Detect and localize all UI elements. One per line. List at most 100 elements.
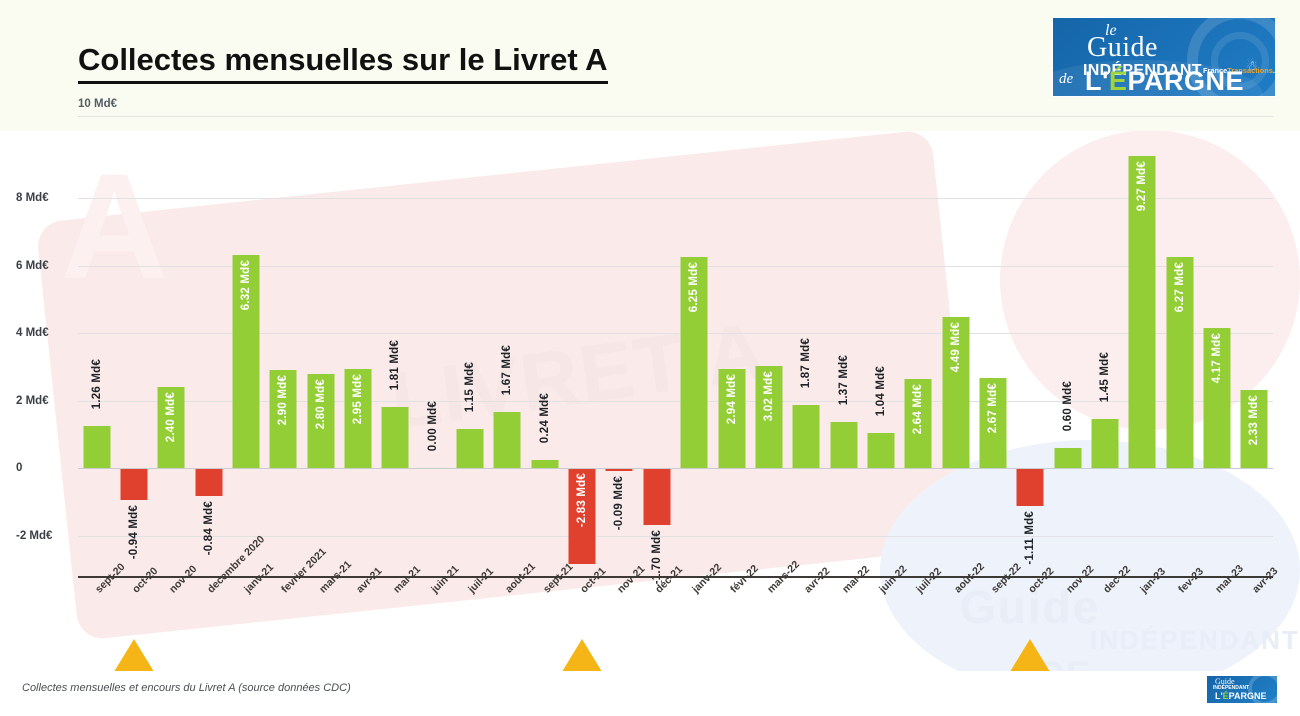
- plot-region: 8 Md€ 6 Md€ 4 Md€ 2 Md€ 0 -2 Md€ 1.26 Md€ -0.9…: [16, 131, 1273, 585]
- logo-text-independant: INDÉPENDANT: [1083, 62, 1202, 79]
- bar-slot[interactable]: 0.00 Md€: [414, 131, 451, 576]
- bar[interactable]: [830, 421, 858, 469]
- bar-value-label: 1.81 Md€: [389, 340, 402, 391]
- bar-slot[interactable]: -1.70 Md€: [638, 131, 675, 585]
- bar-slot[interactable]: 1.87 Md€: [788, 131, 825, 576]
- chart-area: 8 Md€ 6 Md€ 4 Md€ 2 Md€ 0 -2 Md€ 1.26 Md€ -0.9…: [0, 131, 1300, 675]
- bar[interactable]: [120, 468, 148, 500]
- bar-value-label: 6.27 Md€: [1173, 261, 1186, 312]
- bar-slot[interactable]: 6.25 Md€: [676, 131, 713, 576]
- rate-change-marker-icon: [1008, 639, 1053, 675]
- bar-value-label: 1.45 Md€: [1098, 352, 1111, 403]
- bar-slot[interactable]: -0.09 Md€: [601, 131, 638, 576]
- bar-value-label: 6.25 Md€: [688, 262, 701, 313]
- bar-slot[interactable]: 6.27 Md€: [1161, 131, 1198, 576]
- bar[interactable]: [83, 425, 111, 469]
- bar-slot[interactable]: 4.49 Md€: [937, 131, 974, 576]
- epargne-l: L': [1085, 66, 1109, 96]
- bar-slot[interactable]: 2.80 Md€: [302, 131, 339, 576]
- logo-ring-inner-icon: [1211, 32, 1269, 90]
- bar-slot[interactable]: 9.27 Md€: [1124, 131, 1161, 576]
- footer: Collectes mensuelles et encours du Livre…: [0, 671, 1300, 716]
- person-icon: ☃: [1246, 58, 1258, 73]
- bar-value-label: -0.09 Md€: [613, 476, 626, 531]
- y-axis-tick-label: 4 Md€: [16, 327, 49, 340]
- logo-text-le: le: [1105, 22, 1117, 39]
- ft-dotcom: .com: [1272, 66, 1275, 75]
- bar-series: 1.26 Md€ -0.94 Md€ 2.40 Md€ -0.84 Md€ 6.32 M…: [78, 131, 1273, 585]
- bar-value-label: -0.84 Md€: [202, 501, 215, 556]
- footer-logo-epargne: L'ÉPARGNE: [1215, 691, 1267, 701]
- bar-slot[interactable]: 6.32 Md€: [227, 131, 264, 576]
- ft-transactions: Transactions: [1227, 66, 1273, 75]
- bar-slot[interactable]: 2.40 Md€: [153, 131, 190, 576]
- bar-slot[interactable]: 1.81 Md€: [377, 131, 414, 576]
- brand-logo[interactable]: le Guide INDÉPENDANT FranceTransactions.…: [1052, 17, 1276, 97]
- page-title: Collectes mensuelles sur le Livret A: [78, 43, 608, 84]
- bar-value-label: 2.95 Md€: [352, 373, 365, 424]
- bar[interactable]: [493, 411, 521, 469]
- header-band: Collectes mensuelles sur le Livret A 10 …: [0, 0, 1300, 131]
- bar-slot[interactable]: 2.94 Md€: [713, 131, 750, 576]
- bar-value-label: 2.80 Md€: [314, 378, 327, 429]
- epargne-e: É: [1108, 66, 1128, 96]
- bar-slot[interactable]: -0.84 Md€: [190, 131, 227, 576]
- bar-value-label: 4.49 Md€: [949, 321, 962, 372]
- bar-value-label: 2.64 Md€: [912, 384, 925, 435]
- bar[interactable]: [1091, 419, 1119, 469]
- y-axis-tick-label: 8 Md€: [16, 192, 49, 205]
- y-axis-tick-label: 6 Md€: [16, 259, 49, 272]
- bar-slot[interactable]: 2.64 Md€: [900, 131, 937, 576]
- bar[interactable]: [867, 433, 895, 469]
- bar-value-label: 0.00 Md€: [426, 401, 439, 452]
- footer-epargne-rest: PARGNE: [1228, 691, 1267, 701]
- ft-france: France: [1203, 66, 1228, 75]
- bar-slot[interactable]: 1.15 Md€: [451, 131, 488, 576]
- bar-value-label: 1.37 Md€: [837, 354, 850, 406]
- bar-slot[interactable]: 0.24 Md€: [526, 131, 563, 576]
- bar-slot[interactable]: 3.02 Md€: [750, 131, 787, 576]
- bar-slot[interactable]: 0.60 Md€: [1049, 131, 1086, 576]
- epargne-rest: PARGNE: [1127, 66, 1244, 96]
- footer-epargne-l: L': [1215, 691, 1223, 701]
- footer-brand-logo[interactable]: Guide INDÉPENDANT L'ÉPARGNE: [1206, 675, 1278, 704]
- bar-value-label: 2.94 Md€: [725, 374, 738, 425]
- bar-slot[interactable]: 2.95 Md€: [339, 131, 376, 576]
- bar-slot[interactable]: 2.67 Md€: [974, 131, 1011, 576]
- bar-value-label: 2.40 Md€: [165, 392, 178, 443]
- bar[interactable]: [1016, 468, 1044, 506]
- bar[interactable]: [531, 460, 559, 469]
- x-axis-labels: sept-20 oct-20 nov-20 decembre 2020 janv-21 f…: [78, 533, 1281, 639]
- bar-value-label: 2.67 Md€: [986, 383, 999, 434]
- bar-slot[interactable]: 1.26 Md€: [78, 131, 115, 576]
- bar-slot[interactable]: 1.67 Md€: [489, 131, 526, 576]
- bar-slot[interactable]: -1.11 Md€: [1012, 131, 1049, 576]
- bar-value-label: 1.87 Md€: [800, 338, 813, 389]
- bar-slot[interactable]: -0.94 Md€: [115, 131, 152, 576]
- bar-value-label: 0.24 Md€: [538, 393, 551, 444]
- logo-text-francetransactions: FranceTransactions.com: [1203, 66, 1275, 75]
- bar-slot[interactable]: 2.90 Md€: [265, 131, 302, 576]
- bar-slot[interactable]: -2.83 Md€: [563, 131, 600, 576]
- bar-slot[interactable]: 1.04 Md€: [862, 131, 899, 576]
- bar-slot[interactable]: 2.33 Md€: [1236, 131, 1273, 576]
- bar[interactable]: [792, 405, 820, 469]
- y-axis-top-label: 10 Md€: [78, 98, 117, 110]
- logo-ring-icon: [1187, 18, 1275, 96]
- bar[interactable]: [643, 468, 671, 526]
- bar-value-label: 2.90 Md€: [277, 375, 290, 426]
- bar-slot[interactable]: 1.37 Md€: [825, 131, 862, 576]
- bar-value-label: 4.17 Md€: [1210, 332, 1223, 383]
- bar-value-label: -1.11 Md€: [1024, 510, 1037, 565]
- bar[interactable]: [195, 468, 223, 497]
- bar-slot[interactable]: 1.45 Md€: [1086, 131, 1123, 576]
- bar-slot[interactable]: 4.17 Md€: [1198, 131, 1235, 576]
- header-divider: [78, 116, 1273, 117]
- bar[interactable]: [381, 407, 409, 469]
- bar[interactable]: [1054, 447, 1082, 469]
- rate-change-marker-icon: [560, 639, 605, 675]
- bar-value-label: 1.26 Md€: [90, 358, 103, 409]
- bar-value-label: 9.27 Md€: [1136, 160, 1149, 211]
- y-axis-tick-label: 2 Md€: [16, 394, 49, 407]
- bar[interactable]: [456, 429, 484, 469]
